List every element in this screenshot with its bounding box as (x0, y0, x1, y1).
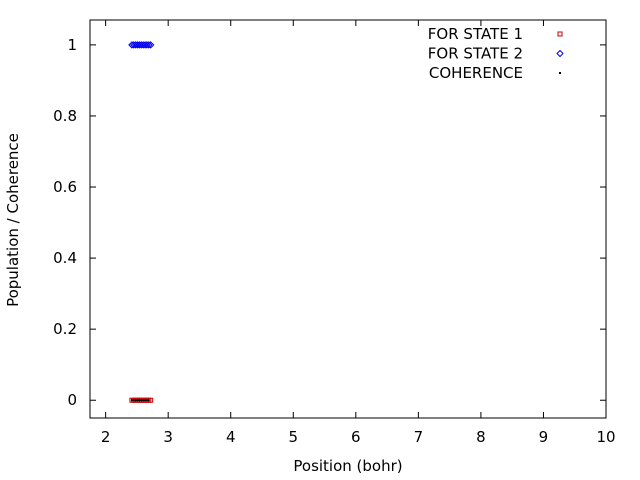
x-tick-label: 7 (414, 428, 424, 446)
x-tick-label: 5 (288, 428, 298, 446)
data-point (134, 399, 137, 402)
series-for-state-2 (128, 41, 155, 49)
data-point (147, 399, 150, 402)
y-tick-label: 0.2 (53, 320, 77, 338)
axis-ticks (90, 20, 607, 418)
plot-area-frame (89, 19, 607, 419)
x-tick-label: 10 (596, 428, 615, 446)
legend-marker (559, 72, 561, 74)
y-tick-label: 0.4 (53, 249, 77, 267)
data-points (128, 41, 155, 403)
y-axis-label: Population / Coherence (4, 133, 22, 307)
legend-label: COHERENCE (429, 64, 523, 82)
data-point (144, 399, 147, 402)
y-tick-labels: 0 0.2 0.4 0.6 0.8 1 (53, 36, 77, 409)
y-tick-label: 0.8 (53, 107, 77, 125)
x-tick-labels: 2 3 4 5 6 7 8 9 10 (101, 428, 616, 446)
data-point (146, 41, 155, 49)
y-tick-label: 1 (67, 36, 77, 54)
x-tick-label: 4 (226, 428, 236, 446)
data-point (145, 399, 148, 402)
x-tick-label: 6 (351, 428, 361, 446)
legend-marker (556, 49, 564, 58)
series-coherence (130, 399, 150, 402)
data-point (140, 399, 143, 402)
legend-label: FOR STATE 1 (428, 25, 523, 43)
data-point (130, 399, 133, 402)
data-point (145, 41, 153, 49)
x-tick-label: 2 (101, 428, 111, 446)
x-tick-label: 3 (163, 428, 173, 446)
x-tick-label: 8 (476, 428, 486, 446)
y-tick-label: 0 (67, 391, 77, 409)
data-point (142, 399, 145, 402)
legend-marker (557, 31, 563, 37)
x-tick-label: 9 (539, 428, 549, 446)
y-tick-label: 0.6 (53, 178, 77, 196)
x-axis-label: Position (bohr) (293, 457, 402, 475)
data-point (138, 399, 141, 402)
data-point (132, 399, 135, 402)
legend-label: FOR STATE 2 (428, 45, 523, 63)
data-point (136, 399, 139, 402)
